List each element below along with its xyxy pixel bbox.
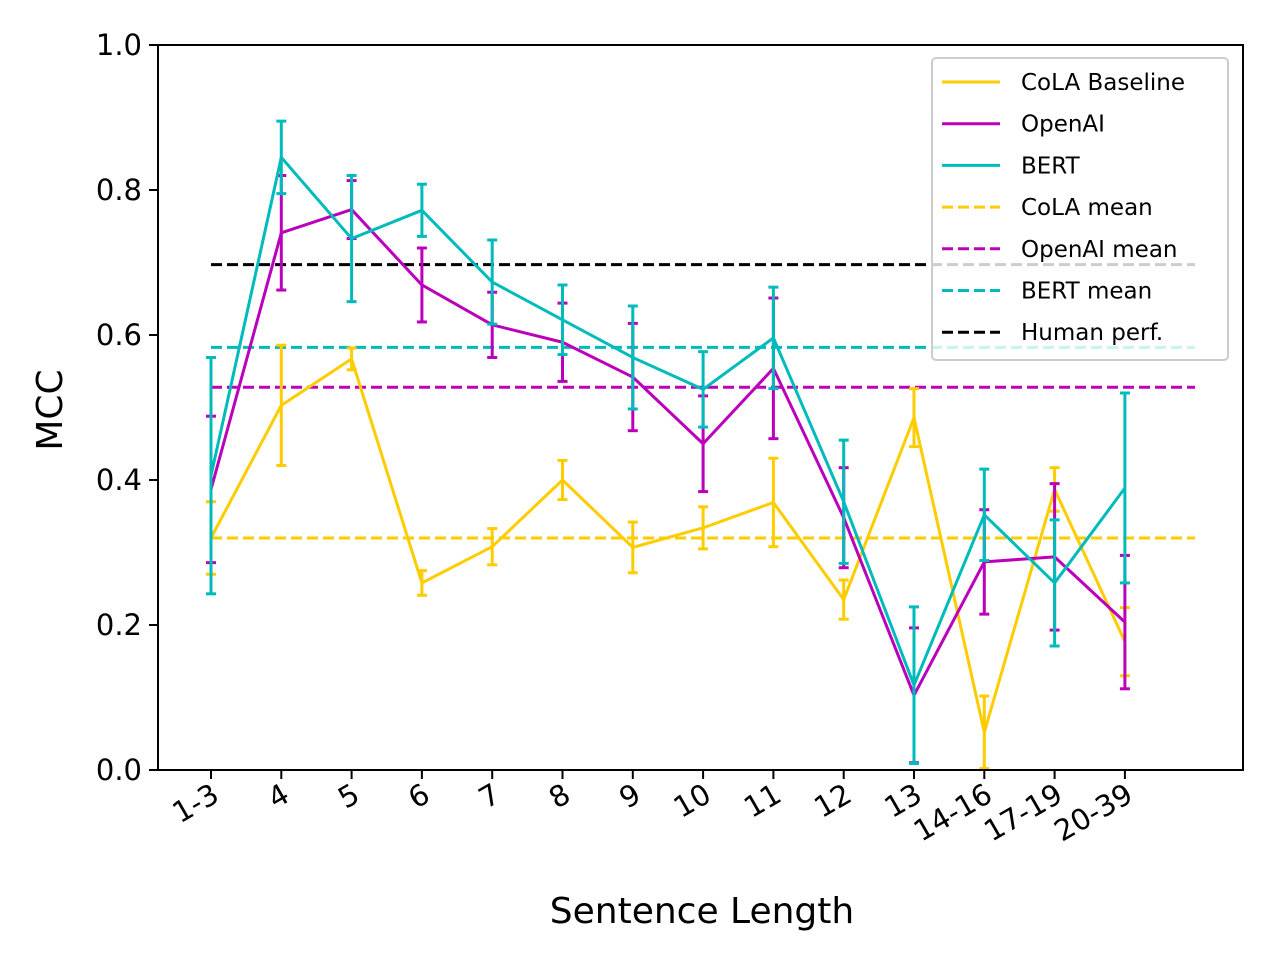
x-tick-label: 14-16 [908, 777, 998, 849]
series-line-1 [209, 208, 1126, 697]
legend-label-1: OpenAI [1021, 112, 1105, 138]
x-tick-label: 9 [613, 777, 646, 816]
y-tick-label: 0.8 [96, 173, 142, 207]
y-tick-label: 1.0 [96, 28, 142, 62]
x-tick-label: 11 [738, 777, 787, 825]
x-axis-title: Sentence Length [550, 891, 854, 932]
y-tick-label: 0.4 [96, 463, 142, 497]
x-tick-label: 7 [473, 777, 506, 816]
legend: CoLA Baseline OpenAI BERT CoLA mean OpenAI m… [931, 57, 1229, 361]
legend-label-4: OpenAI mean [1021, 237, 1178, 263]
x-tick-label: 6 [402, 777, 435, 816]
x-tick-label: 4 [262, 777, 295, 816]
x-tick-label: 5 [332, 777, 365, 816]
plot-frame [157, 44, 1244, 771]
legend-label-5: BERT mean [1021, 279, 1152, 305]
legend-label-0: CoLA Baseline [1021, 70, 1185, 96]
x-tick-label: 12 [808, 777, 857, 825]
x-tick-label: 1-3 [166, 777, 224, 830]
legend-box [931, 57, 1229, 361]
x-tick-label: 10 [668, 777, 717, 825]
legend-label-2: BERT [1021, 153, 1081, 179]
data-layer [206, 119, 1195, 771]
y-tick-label: 0.0 [96, 753, 142, 787]
series-line-0 [209, 357, 1127, 734]
y-axis: 0.0 0.2 0.4 0.6 0.8 1.0 [96, 28, 158, 787]
series-0 [206, 343, 1130, 771]
x-tick-label: 20-39 [1048, 777, 1138, 849]
series-2 [206, 119, 1130, 765]
series-line-2 [209, 155, 1127, 687]
legend-label-6: Human perf. [1021, 320, 1163, 346]
x-tick-label: 8 [543, 777, 576, 816]
y-tick-label: 0.2 [96, 608, 142, 642]
x-tick-label: 17-19 [978, 777, 1068, 849]
legend-label-3: CoLA mean [1021, 195, 1153, 221]
y-tick-label: 0.6 [96, 318, 142, 352]
y-axis-title: MCC [30, 369, 71, 450]
